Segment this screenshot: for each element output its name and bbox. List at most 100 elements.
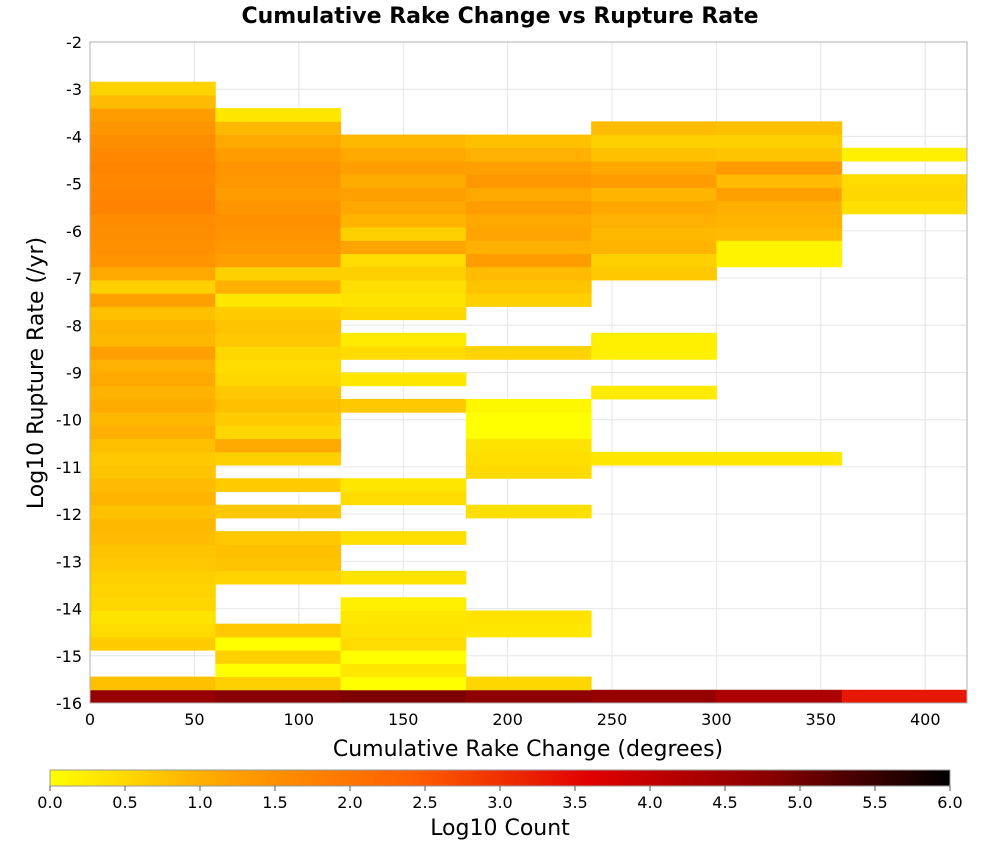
heatmap-cell (465, 240, 592, 255)
heatmap-cell (215, 689, 342, 704)
heatmap-cell (340, 676, 467, 691)
heatmap-cell (90, 438, 216, 453)
y-tick-label: -16 (56, 694, 82, 713)
heatmap-cell (841, 174, 968, 188)
heatmap-cell (90, 213, 216, 228)
heatmap-cell (465, 266, 592, 281)
heatmap-cell (465, 689, 592, 704)
heatmap-cell (465, 253, 592, 268)
heatmap-cell (591, 227, 717, 241)
colorbar-tick-label: 4.0 (637, 793, 662, 812)
heatmap-cell (215, 213, 342, 228)
heatmap-cell (591, 385, 717, 400)
heatmap-cell (841, 689, 968, 704)
y-axis-label: Log10 Rupture Rate (/yr) (24, 237, 49, 509)
heatmap-cell (716, 253, 843, 268)
heatmap-cell (90, 636, 216, 651)
heatmap-cell (340, 570, 467, 585)
heatmap-cell (215, 147, 342, 162)
heatmap-cell (215, 227, 342, 241)
heatmap-cell (90, 584, 216, 598)
y-tick-label: -9 (66, 364, 82, 383)
heatmap-cell (215, 504, 342, 519)
y-tick-label: -15 (56, 647, 82, 666)
heatmap-cell (215, 451, 342, 466)
heatmap-cell (90, 610, 216, 625)
heatmap-cell (591, 213, 717, 228)
heatmap-cell (215, 478, 342, 492)
heatmap-cell (465, 279, 592, 294)
heatmap-cell (215, 557, 342, 572)
y-tick-label: -14 (56, 600, 82, 619)
y-tick-label: -7 (66, 269, 82, 288)
heatmap-cell (215, 253, 342, 268)
heatmap-cell (215, 623, 342, 638)
heatmap-cell (215, 240, 342, 255)
heatmap-cell (465, 398, 592, 413)
colorbar-tick-label: 3.0 (487, 793, 512, 812)
heatmap-cell (215, 531, 342, 545)
x-tick-label: 400 (910, 710, 941, 729)
heatmap-cell (90, 94, 216, 109)
heatmap-cell (465, 213, 592, 228)
heatmap-cell (90, 279, 216, 294)
heatmap-cell (215, 570, 342, 585)
heatmap-cell (90, 266, 216, 281)
heatmap-cell (716, 147, 843, 162)
heatmap-cell (716, 451, 843, 466)
x-tick-label: 300 (701, 710, 732, 729)
heatmap-cell (465, 425, 592, 440)
heatmap-cell (340, 174, 467, 188)
heatmap-cell (215, 438, 342, 453)
heatmap-cell (90, 398, 216, 413)
heatmap-cell (591, 147, 717, 162)
heatmap-cell (215, 108, 342, 122)
heatmap-cell (90, 597, 216, 611)
x-tick-label: 350 (806, 710, 837, 729)
heatmap-cell (841, 147, 968, 162)
heatmap-cell (465, 438, 592, 453)
heatmap-cell (90, 293, 216, 307)
heatmap-cell (90, 332, 216, 347)
heatmap-cell (465, 227, 592, 241)
heatmap-cell (215, 372, 342, 387)
chart-title: Cumulative Rake Change vs Rupture Rate (241, 4, 758, 29)
heatmap-cell (716, 160, 843, 175)
heatmap-cell (90, 346, 216, 360)
heatmap-cell (591, 451, 717, 466)
heatmap-cell (340, 478, 467, 492)
colorbar-tick-label: 3.5 (562, 793, 587, 812)
heatmap-cell (215, 425, 342, 440)
heatmap-cell (340, 253, 467, 268)
heatmap-cell (90, 174, 216, 188)
heatmap-cell (90, 385, 216, 400)
heatmap-cell (90, 160, 216, 175)
heatmap-cell (90, 121, 216, 136)
heatmap-cell (90, 465, 216, 479)
heatmap-cell (340, 227, 467, 241)
heatmap-cell (340, 293, 467, 307)
x-tick-label: 50 (184, 710, 204, 729)
y-tick-label: -13 (56, 552, 82, 571)
heatmap-cell (215, 346, 342, 360)
heatmap-cell (340, 372, 467, 387)
heatmap-cell (591, 174, 717, 188)
x-tick-label: 200 (492, 710, 523, 729)
colorbar-tick-label: 1.5 (262, 793, 287, 812)
heatmap-cell (215, 306, 342, 321)
heatmap-cell (90, 478, 216, 492)
heatmap-cell (340, 160, 467, 175)
heatmap-cell (215, 359, 342, 373)
heatmap-cell (215, 412, 342, 426)
colorbar-tick-label: 0.0 (37, 793, 62, 812)
colorbar-tick-label: 5.0 (787, 793, 812, 812)
heatmap-cell (215, 332, 342, 347)
heatmap-cell (215, 650, 342, 664)
heatmap-cell (90, 372, 216, 387)
heatmap-cell (716, 121, 843, 136)
heatmap-cell (841, 200, 968, 215)
colorbar (49, 769, 951, 787)
heatmap-cell (215, 636, 342, 651)
heatmap-cell (465, 174, 592, 188)
heatmap-cell (465, 451, 592, 466)
